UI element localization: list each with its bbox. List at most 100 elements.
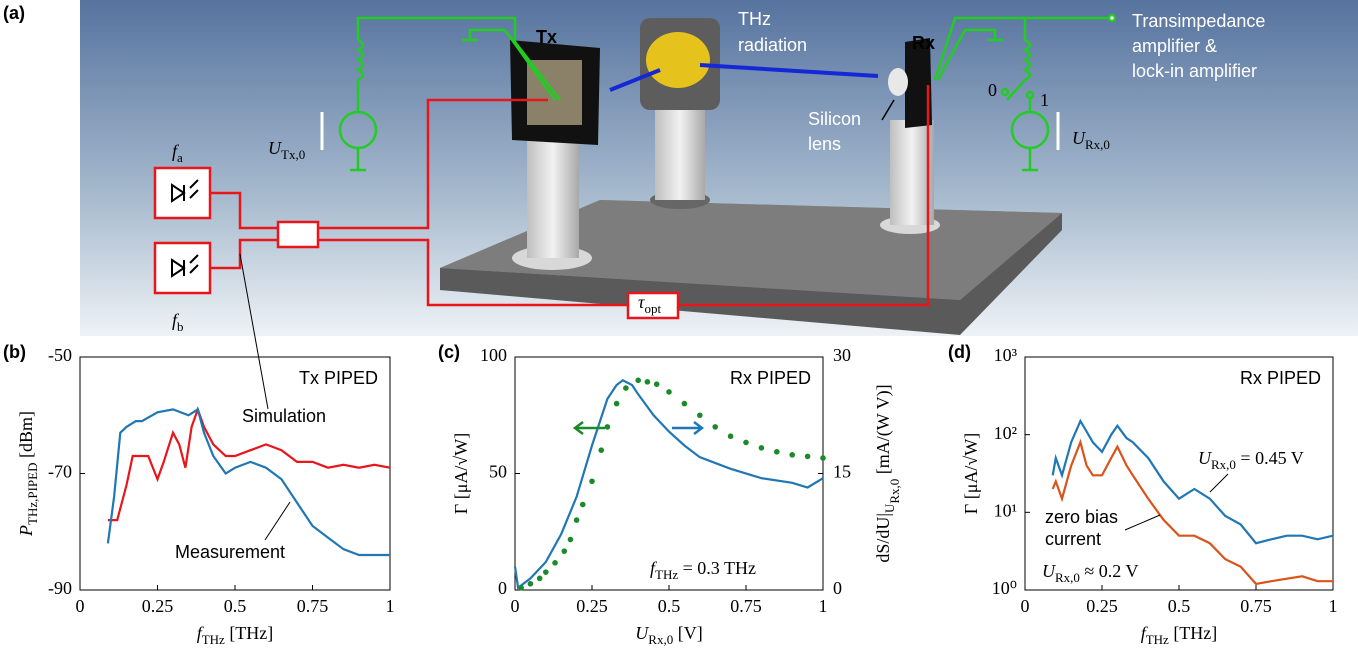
y-axis-label-part: Γ [μA/√W] xyxy=(961,433,981,514)
annotation: fTHz = 0.3 THz xyxy=(650,558,756,582)
lens-label: lens xyxy=(808,134,841,154)
x-axis-label: fTHz [THz] xyxy=(1141,623,1218,647)
leader-line xyxy=(265,502,290,540)
y2-axis-label-part: [mA/(W V)] xyxy=(873,384,894,478)
x-tick-label: 1 xyxy=(386,596,395,616)
data-point xyxy=(574,517,580,523)
annotation: Tx PIPED xyxy=(299,368,378,388)
data-point xyxy=(580,502,586,508)
data-line xyxy=(108,409,390,520)
data-point xyxy=(528,581,534,587)
y-axis-label: Γ [μA/√W] xyxy=(451,433,471,514)
x-tick-label: 0.5 xyxy=(658,596,681,616)
data-point xyxy=(605,424,611,430)
data-point xyxy=(623,385,629,391)
x-axis-label-part: THz xyxy=(202,632,225,647)
x-tick-label: 0.25 xyxy=(1086,596,1118,616)
data-point xyxy=(697,412,703,418)
leader-line xyxy=(1125,515,1160,530)
data-line xyxy=(515,380,823,587)
y-axis-label-part: [dBm] xyxy=(16,411,36,463)
voltage-label-part: U xyxy=(268,138,282,158)
voltage-label-part: Rx,0 xyxy=(1085,137,1110,152)
data-point xyxy=(645,379,651,385)
x-tick-label: 0.25 xyxy=(576,596,608,616)
data-point xyxy=(805,454,811,460)
series-label-part: = 0.45 V xyxy=(1236,448,1304,468)
series-label-part: U xyxy=(1042,561,1056,581)
data-point xyxy=(820,455,826,461)
annotation-part: THz xyxy=(655,567,678,582)
y-tick-label: -70 xyxy=(48,462,72,482)
x-axis-label-part: [THz] xyxy=(1169,623,1217,643)
series-label-part: Rx,0 xyxy=(1055,570,1080,585)
y-tick-label: 10³ xyxy=(994,345,1018,365)
x-tick-label: 0 xyxy=(1021,596,1030,616)
amp-label: lock-in amplifier xyxy=(1132,61,1257,81)
x-axis-label: fTHz [THz] xyxy=(197,623,274,647)
x-tick-label: 0.5 xyxy=(1168,596,1191,616)
frequency-label-part: b xyxy=(177,319,184,334)
data-point xyxy=(774,449,780,455)
x-axis-label: URx,0 [V] xyxy=(635,623,702,647)
data-point xyxy=(712,424,718,430)
y-tick-label: 30 xyxy=(833,345,851,365)
annotation: Rx PIPED xyxy=(1240,368,1321,388)
y-tick-label: 15 xyxy=(833,462,851,482)
x-axis-label-part: [V] xyxy=(673,623,703,643)
data-point xyxy=(666,389,672,395)
thz-label: THz xyxy=(738,9,771,29)
data-point xyxy=(537,576,543,582)
data-line xyxy=(108,409,390,555)
y-axis-label-part: Γ [μA/√W] xyxy=(451,433,471,514)
data-point xyxy=(728,433,734,439)
series-label: URx,0 ≈ 0.2 V xyxy=(1042,561,1138,585)
data-point xyxy=(518,585,524,591)
y-tick-label: -50 xyxy=(48,345,72,365)
data-point xyxy=(589,478,595,484)
x-tick-label: 0.75 xyxy=(730,596,762,616)
series-label: URx,0 = 0.45 V xyxy=(1198,448,1304,472)
data-point xyxy=(635,378,641,384)
voltage-label-part: Tx,0 xyxy=(281,147,305,162)
annotation-part: = 0.3 THz xyxy=(678,558,756,578)
series-label: Measurement xyxy=(175,542,285,562)
y2-axis-label-part: Rx,0 xyxy=(887,479,902,504)
amp-label: amplifier & xyxy=(1132,36,1217,56)
frequency-label-part: a xyxy=(177,150,183,165)
data-point xyxy=(598,447,604,453)
series-label-part: U xyxy=(1198,448,1212,468)
series-label: zero bias xyxy=(1045,507,1118,527)
figure: (a) Tx Rx THz radiation Transimpedance a… xyxy=(0,0,1358,651)
data-point xyxy=(543,569,549,575)
y-tick-label: -90 xyxy=(48,578,72,598)
data-point xyxy=(682,401,688,407)
y-axis-label: PTHz,PIPED [dBm] xyxy=(16,411,40,537)
x-axis-label-part: [THz] xyxy=(225,623,273,643)
rx-label: Rx xyxy=(912,33,935,53)
data-point xyxy=(568,537,574,543)
y-tick-label: 0 xyxy=(498,578,507,598)
y-axis-label-part: P xyxy=(16,525,36,537)
x-tick-label: 0 xyxy=(76,596,85,616)
delay-label-part: opt xyxy=(644,301,661,316)
switch-label: 0 xyxy=(988,80,997,100)
y-tick-label: 50 xyxy=(489,462,507,482)
x-tick-label: 0.25 xyxy=(142,596,174,616)
panel-label: (c) xyxy=(438,342,460,362)
y-tick-label: 10⁰ xyxy=(992,578,1017,598)
x-axis-label-part: Rx,0 xyxy=(648,632,673,647)
data-point xyxy=(789,452,795,458)
arrow xyxy=(575,422,605,434)
x-axis-label-part: U xyxy=(635,623,649,643)
x-tick-label: 0 xyxy=(511,596,520,616)
x-tick-label: 0.75 xyxy=(297,596,329,616)
panel-label: (d) xyxy=(948,342,971,362)
y-tick-label: 10¹ xyxy=(994,500,1017,520)
x-axis-label-part: THz xyxy=(1146,632,1169,647)
data-point xyxy=(759,445,765,451)
amp-label: Transimpedance xyxy=(1132,11,1265,31)
lens-label: Silicon xyxy=(808,109,861,129)
annotation: Rx PIPED xyxy=(730,368,811,388)
y-tick-label: 100 xyxy=(480,345,507,365)
